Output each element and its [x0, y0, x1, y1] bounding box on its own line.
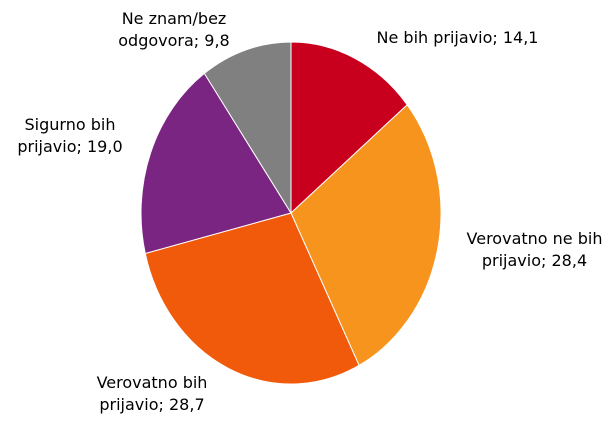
label-separator: ;	[492, 28, 503, 47]
label-separator: ;	[158, 395, 169, 414]
data-label: Verovatno bih prijavio; 28,7	[72, 372, 232, 416]
label-value: 9,8	[204, 31, 230, 50]
label-value: 28,7	[169, 395, 205, 414]
label-category: Ne bih prijavio	[376, 28, 493, 47]
label-category: Ne znam/bez odgovora	[118, 9, 227, 50]
pie-slice	[140, 72, 292, 255]
label-value: 28,4	[551, 251, 588, 270]
label-separator: ;	[76, 137, 87, 156]
pie-slice	[290, 41, 408, 215]
data-label: Ne bih prijavio; 14,1	[370, 27, 545, 49]
label-value: 14,1	[502, 28, 539, 47]
pie-slice	[290, 104, 442, 367]
data-label: Verovatno ne bih prijavio; 28,4	[455, 228, 614, 272]
label-separator: ;	[541, 251, 552, 270]
data-label: Ne znam/bez odgovora; 9,8	[88, 8, 260, 52]
pie-slice	[203, 41, 292, 215]
data-label: Sigurno bih prijavio; 19,0	[0, 114, 140, 158]
label-value: 19,0	[87, 137, 123, 156]
pie-slice	[144, 212, 360, 385]
label-separator: ;	[193, 31, 205, 50]
label-category: Verovatno bih prijavio	[96, 373, 208, 414]
label-category: Sigurno bih prijavio	[17, 115, 116, 156]
label-category: Verovatno ne bih prijavio	[466, 229, 603, 270]
